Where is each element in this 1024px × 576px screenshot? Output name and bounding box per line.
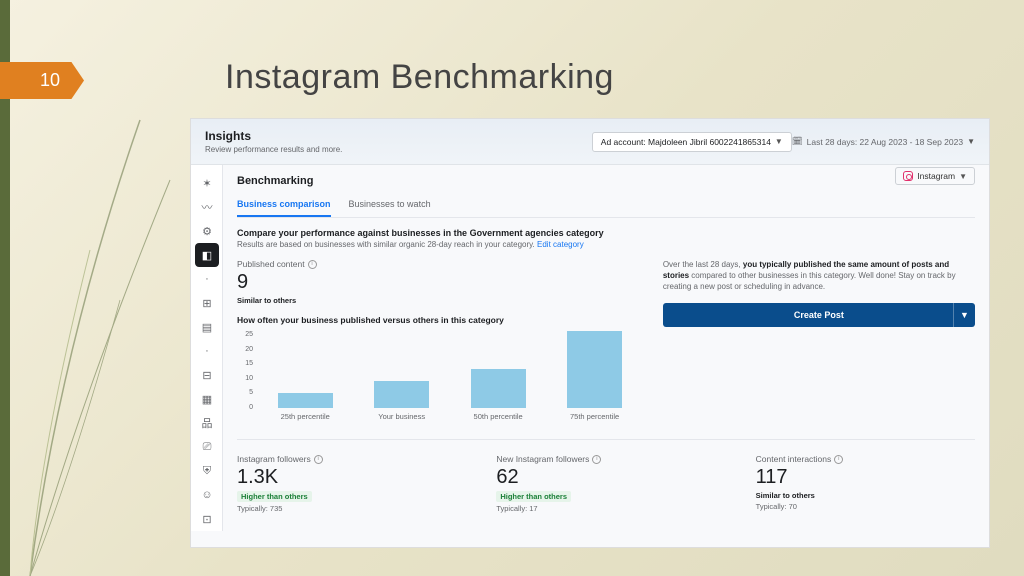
chevron-down-icon[interactable]: ▼ xyxy=(953,303,975,327)
compare-subtitle: Results are based on businesses with sim… xyxy=(237,240,975,249)
panel-header: Insights Review performance results and … xyxy=(191,119,989,165)
published-label: Published content i xyxy=(237,259,643,269)
compare-heading: Compare your performance against busines… xyxy=(237,228,975,238)
stats-row: Instagram followersi 1.3K Higher than ot… xyxy=(237,439,975,513)
sidebar-item-11[interactable]: 品 xyxy=(191,411,223,435)
bar-25th xyxy=(278,393,333,408)
benchmarking-heading: Benchmarking xyxy=(237,175,975,187)
ad-account-selector[interactable]: Ad account: Majdoleen Jibril 60022418653… xyxy=(592,132,792,152)
sidebar-item-8[interactable]: · xyxy=(191,339,223,363)
summary-prefix: Over the last 28 days, xyxy=(663,260,743,269)
insights-subtitle: Review performance results and more. xyxy=(205,145,572,154)
sidebar-item-1[interactable]: ✶ xyxy=(191,171,223,195)
slide-number: 10 xyxy=(0,62,84,99)
sidebar-item-benchmark[interactable]: ◧ xyxy=(195,243,219,267)
sidebar-item-15[interactable]: ⊡ xyxy=(191,507,223,531)
sidebar-nav: ✶ 〰 ⚙ ◧ · ⊞ ▤ · ⊟ ▦ 品 ⎚ ⛨ ☺ ⊡ xyxy=(191,165,223,531)
slide-title: Instagram Benchmarking xyxy=(225,58,614,97)
info-icon[interactable]: i xyxy=(314,455,323,464)
bar-chart: 25 20 15 10 5 0 25th percentile Your bus… xyxy=(237,331,643,421)
sidebar-item-5[interactable]: · xyxy=(191,267,223,291)
info-icon[interactable]: i xyxy=(592,455,601,464)
instagram-icon xyxy=(903,171,913,181)
sidebar-item-10[interactable]: ▦ xyxy=(191,387,223,411)
decorative-grass xyxy=(0,100,200,576)
bar-your-business xyxy=(374,381,429,408)
sidebar-item-2[interactable]: 〰 xyxy=(191,195,223,219)
sidebar-item-13[interactable]: ⛨ xyxy=(191,459,223,483)
sidebar-item-6[interactable]: ⊞ xyxy=(191,291,223,315)
edit-category-link[interactable]: Edit category xyxy=(537,240,584,249)
tabs: Business comparison Businesses to watch xyxy=(237,195,975,218)
bar-75th xyxy=(567,331,622,408)
bar-50th xyxy=(471,369,526,408)
chart-title: How often your business published versus… xyxy=(237,315,643,325)
sidebar-item-9[interactable]: ⊟ xyxy=(191,363,223,387)
summary-suffix: compared to other businesses in this cat… xyxy=(663,271,956,291)
stat-interactions: Content interactionsi 117 Similar to oth… xyxy=(756,454,975,513)
tab-business-comparison[interactable]: Business comparison xyxy=(237,195,331,217)
sidebar-item-3[interactable]: ⚙ xyxy=(191,219,223,243)
sidebar-item-14[interactable]: ☺ xyxy=(191,483,223,507)
published-value: 9 xyxy=(237,271,643,294)
sidebar-item-12[interactable]: ⎚ xyxy=(191,435,223,459)
sidebar-item-7[interactable]: ▤ xyxy=(191,315,223,339)
calendar-icon: 🗓 xyxy=(792,136,803,147)
date-range-selector[interactable]: 🗓 Last 28 days: 22 Aug 2023 - 18 Sep 202… xyxy=(792,136,975,147)
info-icon[interactable]: i xyxy=(834,455,843,464)
insights-title: Insights xyxy=(205,129,572,143)
insights-panel: Insights Review performance results and … xyxy=(190,118,990,548)
published-badge: Similar to others xyxy=(237,296,643,305)
chart-y-axis: 25 20 15 10 5 0 xyxy=(237,331,253,411)
stat-new-followers: New Instagram followersi 62 Higher than … xyxy=(496,454,715,513)
stat-followers: Instagram followersi 1.3K Higher than ot… xyxy=(237,454,456,513)
info-icon[interactable]: i xyxy=(308,260,317,269)
create-post-button[interactable]: Create Post ▼ xyxy=(663,303,975,327)
tab-businesses-to-watch[interactable]: Businesses to watch xyxy=(349,195,431,217)
platform-selector[interactable]: Instagram ▼ xyxy=(895,167,975,185)
